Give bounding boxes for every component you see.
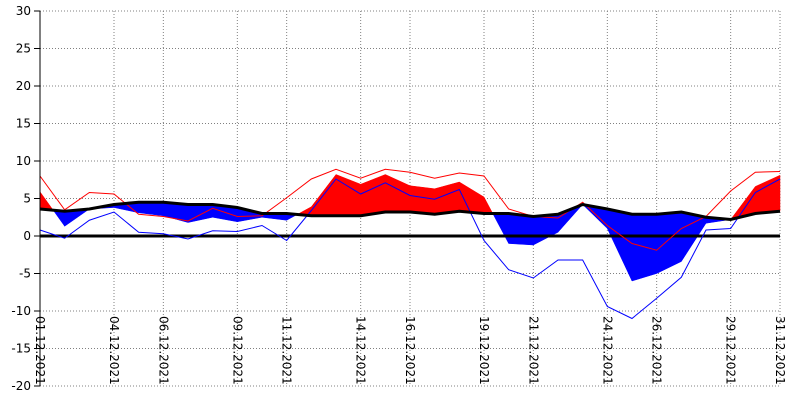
y-tick-label: -5 bbox=[19, 267, 31, 281]
x-tick-label: 19.12.2021 bbox=[477, 316, 491, 385]
below-normal-fill bbox=[492, 213, 509, 244]
x-tick-label: 21.12.2021 bbox=[526, 316, 540, 385]
normal-temperature-line bbox=[39, 200, 781, 222]
x-tick-label: 09.12.2021 bbox=[230, 316, 244, 385]
y-tick-label: 20 bbox=[16, 79, 31, 93]
y-tick-label: 30 bbox=[16, 4, 31, 18]
y-tick-label: 0 bbox=[23, 229, 31, 243]
min-temperature-line bbox=[39, 178, 781, 320]
x-tick-label: 24.12.2021 bbox=[600, 316, 614, 385]
below-normal-fill bbox=[138, 202, 164, 217]
x-tick-label: 14.12.2021 bbox=[354, 316, 368, 385]
y-tick-label: 15 bbox=[16, 117, 31, 131]
x-tick-label: 16.12.2021 bbox=[403, 316, 417, 385]
y-tick-label: -15 bbox=[11, 342, 31, 356]
below-normal-fill bbox=[187, 204, 213, 223]
axes bbox=[34, 10, 41, 387]
below-normal-fill bbox=[533, 213, 559, 246]
y-tick-label: -20 bbox=[11, 379, 31, 393]
y-tick-label: -10 bbox=[11, 304, 31, 318]
below-normal-fill bbox=[656, 211, 682, 274]
y-tick-label: 10 bbox=[16, 154, 31, 168]
x-tick-label: 06.12.2021 bbox=[156, 316, 170, 385]
below-normal-fill bbox=[607, 208, 633, 282]
above-normal-fill bbox=[409, 185, 435, 215]
grid bbox=[39, 10, 781, 387]
below-normal-fill bbox=[52, 209, 65, 228]
x-tick-label: 26.12.2021 bbox=[650, 316, 664, 385]
x-tick-label: 31.12.2021 bbox=[773, 316, 787, 385]
max-temperature-line bbox=[39, 168, 781, 251]
x-tick-label: 11.12.2021 bbox=[280, 316, 294, 385]
y-tick-label: 25 bbox=[16, 42, 31, 56]
below-normal-fill bbox=[508, 213, 534, 246]
above-normal-fill bbox=[360, 174, 386, 217]
below-normal-fill bbox=[631, 214, 657, 282]
above-normal-fill bbox=[483, 196, 494, 214]
x-tick-label: 04.12.2021 bbox=[107, 316, 121, 385]
series-lines bbox=[39, 168, 781, 320]
x-tick-label: 29.12.2021 bbox=[724, 316, 738, 385]
y-tick-label: 5 bbox=[23, 192, 31, 206]
above-normal-fill bbox=[39, 190, 54, 211]
x-tick-label: 01.12.2021 bbox=[33, 316, 47, 385]
